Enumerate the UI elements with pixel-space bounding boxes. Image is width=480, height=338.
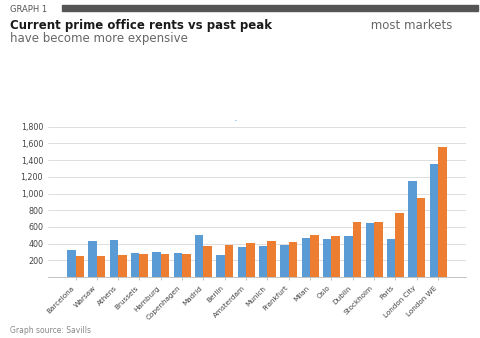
Bar (289, 242, 297, 277)
Bar (225, 245, 233, 277)
Bar (204, 246, 212, 277)
Bar (438, 147, 446, 277)
Bar (344, 236, 353, 277)
Text: most markets: most markets (367, 19, 453, 31)
Bar (323, 239, 332, 277)
Bar (131, 253, 140, 277)
Text: GRAPH 1: GRAPH 1 (10, 5, 47, 14)
Text: ·: · (234, 116, 237, 126)
Bar (246, 243, 255, 277)
Bar (267, 241, 276, 277)
Bar (366, 223, 374, 277)
Bar (332, 236, 340, 277)
Text: have become more expensive: have become more expensive (10, 32, 188, 45)
Bar (118, 255, 127, 277)
Bar (387, 239, 396, 277)
Text: Graph source: Savills: Graph source: Savills (10, 325, 91, 335)
Bar (109, 240, 118, 277)
Bar (301, 238, 310, 277)
Bar (374, 222, 383, 277)
Bar (152, 252, 161, 277)
Bar (280, 245, 289, 277)
Bar (353, 222, 361, 277)
Bar (259, 246, 267, 277)
Bar (97, 256, 106, 277)
Bar (238, 247, 246, 277)
Text: Current prime office rents vs past peak: Current prime office rents vs past peak (10, 19, 272, 31)
Bar (430, 164, 438, 277)
Bar (67, 250, 75, 277)
Bar (174, 253, 182, 277)
Bar (310, 235, 319, 277)
Bar (216, 255, 225, 277)
Bar (161, 254, 169, 277)
Bar (195, 235, 204, 277)
Bar (88, 241, 97, 277)
Bar (396, 213, 404, 277)
Bar (75, 256, 84, 277)
Bar (408, 181, 417, 277)
Bar (140, 254, 148, 277)
Bar (417, 198, 425, 277)
Bar (182, 254, 191, 277)
